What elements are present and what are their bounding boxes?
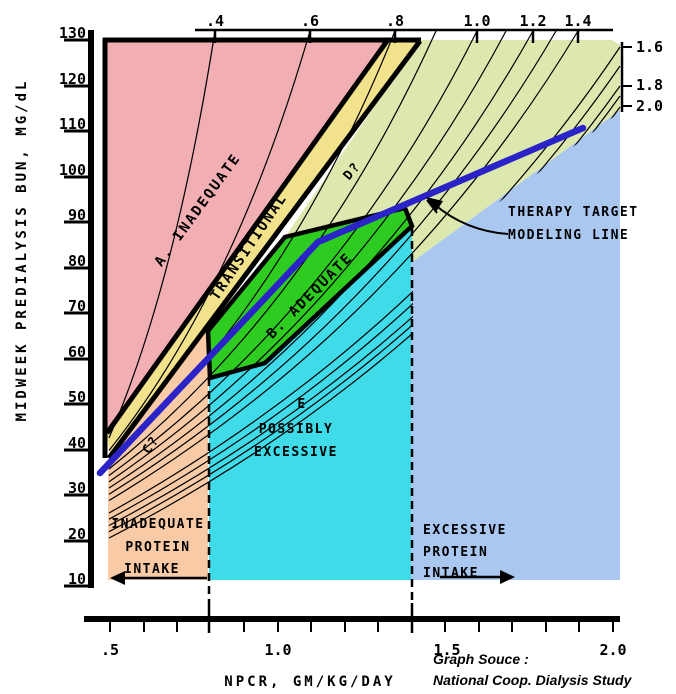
- excessive-protein-annotation: EXCESSIVE PROTEIN INTAKE: [423, 523, 515, 584]
- yellow-lower-boundary: [106, 39, 423, 460]
- x-tick-label: 1.5: [433, 641, 460, 659]
- therapy-callout-arrow-shaft: [433, 203, 509, 235]
- right-tick-label: 1.6: [636, 38, 663, 56]
- top-tick-label: .6: [301, 12, 319, 30]
- label-region-e-excessive: EXCESSIVE: [254, 445, 338, 460]
- y-tick-label: 30: [68, 479, 86, 497]
- x-tick-label: 1.0: [264, 641, 291, 659]
- y-axis-title: MIDWEEK PREDIALYSIS BUN, MG/dL: [14, 79, 30, 422]
- graph-source-line1: Graph Souce :: [433, 651, 529, 667]
- y-tick-label: 50: [68, 388, 86, 406]
- y-tick-label: 120: [59, 70, 86, 88]
- y-tick-label: 80: [68, 252, 86, 270]
- pink-yellow-boundary: [104, 39, 390, 435]
- inadequate-protein-annotation: INADEQUATE PROTEIN INTAKE: [110, 517, 207, 585]
- y-tick-label: 70: [68, 297, 86, 315]
- label-region-e: E: [297, 397, 306, 412]
- iso-line-0.9: [108, 30, 437, 470]
- y-tick-label: 130: [59, 24, 86, 42]
- therapy-callout-line1: THERAPY TARGET: [508, 205, 639, 220]
- graph-source-line2: National Coop. Dialysis Study: [433, 672, 633, 688]
- therapy-callout-line2: MODELING LINE: [508, 228, 629, 243]
- top-tick-label: .8: [386, 12, 404, 30]
- therapy-callout-arrow-head-icon: [426, 197, 443, 212]
- right-tick-label: 2.0: [636, 97, 663, 115]
- left-arrow-head-icon: [110, 571, 125, 585]
- region-borders: [102, 37, 423, 460]
- x-axis: .5 1.0 1.5 2.0 NPCR, GM/KG/DAY: [84, 603, 627, 690]
- y-tick-label: 60: [68, 343, 86, 361]
- excessive-protein-line2: PROTEIN: [423, 545, 488, 560]
- top-tick-label: 1.2: [519, 12, 546, 30]
- x-tick-label: .5: [101, 641, 119, 659]
- label-region-e-possibly: POSSIBLY: [259, 422, 334, 437]
- iso-line-1.0: [108, 30, 478, 476]
- inadequate-protein-line1: INADEQUATE: [111, 517, 204, 532]
- y-tick-label: 110: [59, 115, 86, 133]
- iso-line-1.1: [108, 30, 507, 483]
- right-axis: 1.6 1.8 2.0: [620, 38, 663, 115]
- top-tick-label: 1.4: [564, 12, 591, 30]
- y-axis-bar: [88, 30, 94, 588]
- region-excessive-protein-blue-overlay: [413, 112, 620, 580]
- y-tick-label: 90: [68, 206, 86, 224]
- excessive-protein-line3: INTAKE: [423, 566, 479, 581]
- top-tick-label: .4: [206, 12, 224, 30]
- therapy-callout-tick: [426, 199, 438, 214]
- y-tick-label: 40: [68, 434, 86, 452]
- iso-line-1.4: [108, 30, 579, 502]
- top-axis: .4 .6 .8 1.0 1.2 1.4: [195, 12, 613, 43]
- iso-line-0.6: [108, 30, 311, 451]
- iso-line-1.3: [108, 30, 557, 495]
- therapy-target-modeling-line: [96, 124, 587, 477]
- iso-lines: [108, 30, 621, 539]
- dashed-boundaries: [207, 228, 414, 603]
- right-arrow-head-icon: [500, 570, 515, 584]
- y-tick-label: 10: [68, 570, 86, 588]
- y-tick-label: 100: [59, 161, 86, 179]
- iso-line-1.7: [108, 65, 621, 520]
- inadequate-protein-line2: PROTEIN: [125, 540, 190, 555]
- x-tick-label: 2.0: [599, 641, 626, 659]
- region-e-cyan: [209, 226, 412, 580]
- x-axis-bar: [84, 616, 620, 622]
- excessive-protein-line1: EXCESSIVE: [423, 523, 507, 538]
- x-axis-title: NPCR, GM/KG/DAY: [224, 674, 395, 690]
- graph-source-note: Graph Souce : National Coop. Dialysis St…: [433, 651, 633, 688]
- right-tick-label: 1.8: [636, 76, 663, 94]
- top-tick-label: 1.0: [463, 12, 490, 30]
- y-tick-label: 20: [68, 525, 86, 543]
- iso-line-0.4: [108, 30, 216, 439]
- iso-line-1.6: [108, 46, 621, 514]
- therapy-target-callout: THERAPY TARGET MODELING LINE: [426, 197, 639, 243]
- y-axis: 130 120 110 100 90 80 70 60 50 40 30 20 …: [14, 24, 94, 588]
- inadequate-protein-line3: INTAKE: [124, 562, 180, 577]
